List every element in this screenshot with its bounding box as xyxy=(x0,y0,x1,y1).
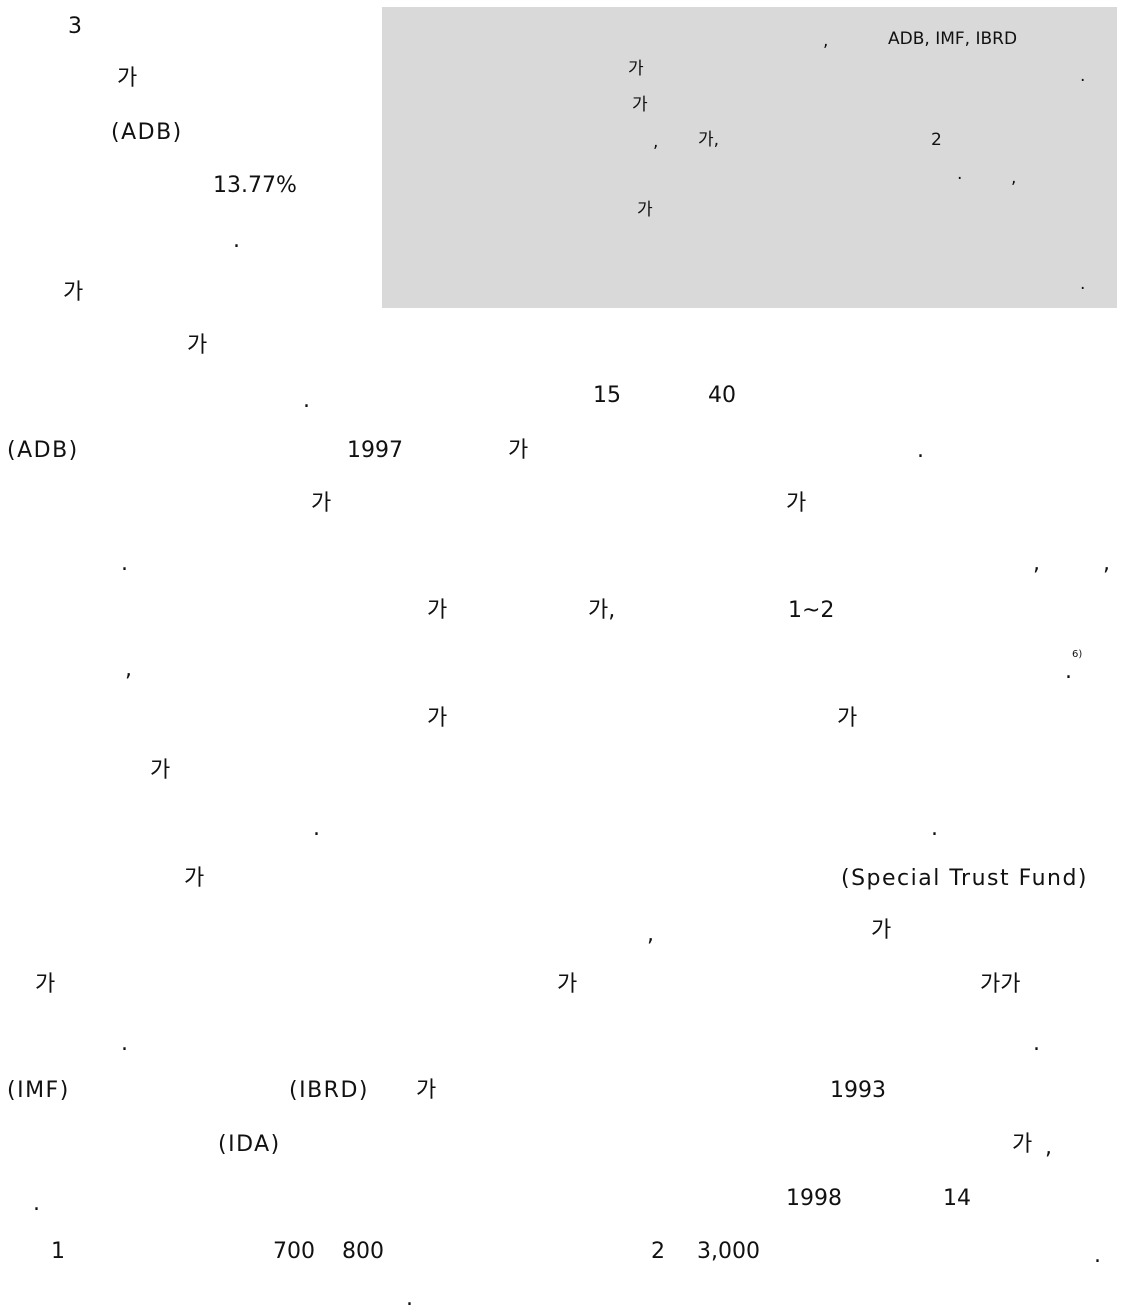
text-fragment: 3 xyxy=(68,14,82,39)
text-fragment: 가 xyxy=(117,66,138,91)
note-box xyxy=(382,7,1117,308)
text-fragment: 가 xyxy=(63,280,84,305)
text-fragment: 가 xyxy=(416,1078,437,1103)
text-fragment: 40 xyxy=(708,383,736,408)
text-fragment: 1997 xyxy=(347,438,403,463)
text-fragment: , xyxy=(1033,551,1040,576)
text-fragment: 가 xyxy=(184,866,205,891)
text-fragment: (ADB) xyxy=(111,120,183,145)
note-text-fragment: 2 xyxy=(931,130,942,150)
text-fragment: 가 xyxy=(150,758,171,783)
text-fragment: . xyxy=(313,816,320,841)
text-fragment: 가 xyxy=(557,972,578,997)
text-fragment: 가 xyxy=(187,333,208,358)
text-fragment: (ADB) xyxy=(7,438,79,463)
text-fragment: . xyxy=(1094,1243,1101,1268)
text-fragment: 13.77% xyxy=(213,173,297,198)
note-text-fragment: 가 xyxy=(628,59,644,79)
note-text-fragment: ADB, IMF, IBRD xyxy=(888,29,1018,49)
text-fragment: 14 xyxy=(943,1186,971,1211)
text-fragment: , xyxy=(125,657,132,682)
text-fragment: 가 xyxy=(508,438,529,463)
text-fragment: 가 xyxy=(427,706,448,731)
note-text-fragment: 가 xyxy=(637,200,653,220)
footnote-ref: 6) xyxy=(1072,649,1083,660)
text-fragment: 가 xyxy=(786,491,807,516)
note-text-fragment: 가 xyxy=(632,95,648,115)
text-fragment: (Special Trust Fund) xyxy=(841,866,1089,891)
text-fragment: 1998 xyxy=(786,1186,842,1211)
note-text-fragment: , xyxy=(823,31,829,51)
text-fragment: 700 xyxy=(273,1239,315,1264)
text-fragment: 15 xyxy=(593,383,621,408)
text-fragment: . xyxy=(931,816,938,841)
text-fragment: . xyxy=(121,551,128,576)
note-text-fragment: . xyxy=(957,164,963,184)
text-fragment: 가, xyxy=(588,598,616,623)
note-text-fragment: . xyxy=(1080,66,1086,86)
text-fragment: 가 xyxy=(311,491,332,516)
text-fragment: . xyxy=(1033,1031,1040,1056)
text-fragment: 가 xyxy=(35,972,56,997)
note-text-fragment: , xyxy=(1011,168,1017,188)
text-fragment: 3,000 xyxy=(697,1239,760,1264)
text-fragment: 가 xyxy=(427,598,448,623)
text-fragment: 가 xyxy=(837,706,858,731)
text-fragment: . xyxy=(233,228,240,253)
text-fragment: , xyxy=(647,922,654,947)
text-fragment: 1993 xyxy=(830,1078,886,1103)
text-fragment: (IDA) xyxy=(218,1132,281,1157)
text-fragment: 가 xyxy=(871,918,892,943)
text-fragment: 가가 xyxy=(980,972,1021,997)
text-fragment: 800 xyxy=(342,1239,384,1264)
text-fragment: . xyxy=(1065,659,1072,684)
text-fragment: 가 xyxy=(1012,1132,1033,1157)
text-fragment: . xyxy=(406,1286,413,1311)
text-fragment: . xyxy=(33,1191,40,1216)
text-fragment: 1 xyxy=(51,1239,65,1264)
text-fragment: . xyxy=(121,1031,128,1056)
note-text-fragment: . xyxy=(1080,274,1086,294)
note-text-fragment: , xyxy=(653,132,659,152)
text-fragment: (IMF) xyxy=(7,1078,70,1103)
text-fragment: , xyxy=(1045,1135,1052,1160)
text-fragment: 2 xyxy=(651,1239,665,1264)
note-text-fragment: 가, xyxy=(698,130,720,150)
text-fragment: . xyxy=(917,438,924,463)
text-fragment: 1~2 xyxy=(788,598,835,623)
text-fragment: , xyxy=(1103,551,1110,576)
text-fragment: (IBRD) xyxy=(289,1078,369,1103)
text-fragment: . xyxy=(303,388,310,413)
